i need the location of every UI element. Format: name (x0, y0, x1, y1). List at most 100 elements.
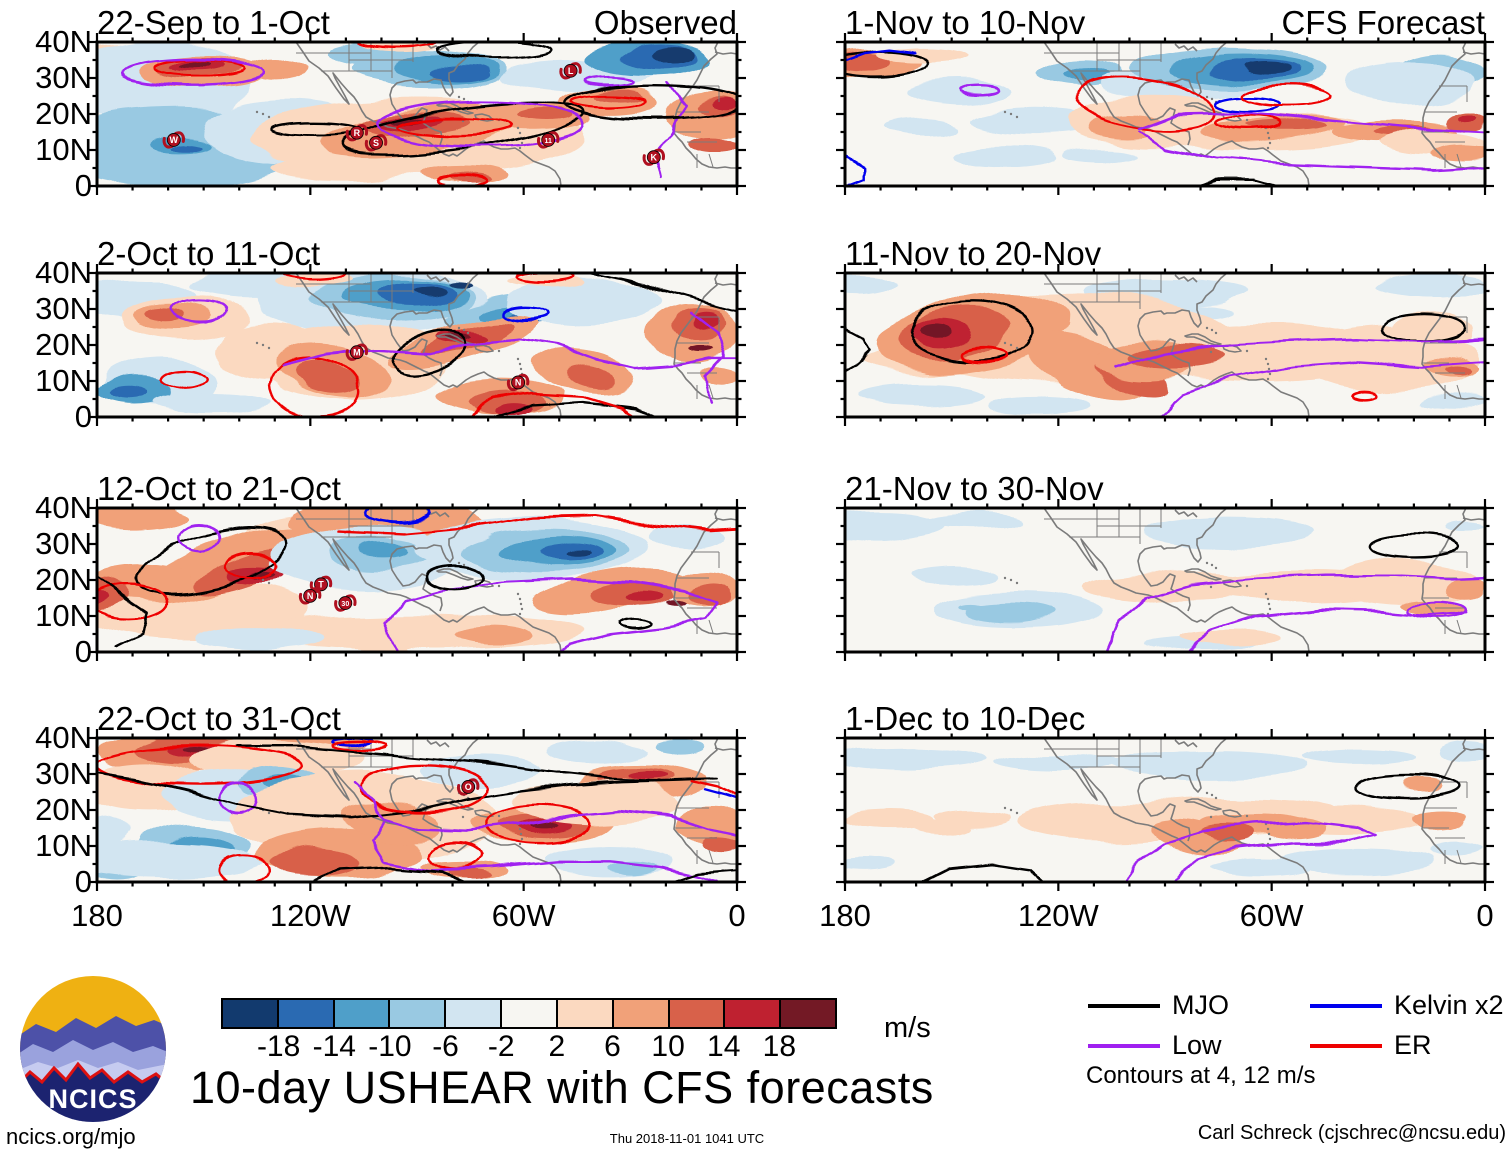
map-panel-1-dec-to-10-dec: 1-Dec to 10-Dec (836, 700, 1494, 891)
svg-text:T: T (318, 580, 324, 590)
y-axis-label: 20N (35, 792, 92, 827)
svg-text:M: M (353, 347, 361, 357)
storm-marker-N: N (506, 373, 530, 392)
colorbar-tick-label: 2 (548, 1030, 566, 1063)
contour-layer (845, 47, 1485, 186)
x-axis-label: 120W (269, 898, 351, 933)
storm-marker-M: M (345, 343, 369, 361)
y-axis-label: 30N (35, 291, 92, 326)
map-plot (836, 499, 1494, 661)
colorbar-cell (557, 1000, 614, 1027)
y-axis-label: 0 (74, 634, 92, 669)
panel-title: 12-Oct to 21-Oct (97, 470, 341, 507)
colorbar-tick-label: 10 (651, 1030, 685, 1063)
map-panel-1-nov-to-10-nov: 1-Nov to 10-Nov CFS Forecast (836, 4, 1494, 195)
shading-layer (845, 739, 1485, 877)
coastline-layer (255, 508, 737, 652)
colorbar-tick-label: 14 (707, 1030, 741, 1063)
x-axis-label: 60W (1239, 898, 1304, 933)
storm-marker-W: W (162, 131, 186, 149)
footer-credit: Carl Schreck (cjschrec@ncsu.edu) (1197, 1122, 1506, 1144)
colorbar-cell (781, 1000, 835, 1027)
y-axis-label: 40N (35, 255, 92, 290)
tick-marks (836, 264, 1494, 426)
tick-marks (88, 499, 746, 661)
y-axis-label: 40N (35, 490, 92, 525)
contour-layer (97, 738, 737, 882)
colorbar-tick-label: 6 (604, 1030, 621, 1063)
legend-line-red (1310, 1044, 1382, 1048)
tick-marks (836, 33, 1494, 195)
svg-text:R: R (354, 128, 361, 138)
storm-marker-O: O (456, 778, 480, 796)
logo-red-crest (20, 1061, 166, 1086)
y-axis-label: 40N (35, 720, 92, 755)
svg-text:K: K (651, 152, 658, 162)
contour-layer (121, 42, 737, 186)
tick-marks (836, 499, 1494, 661)
colorbar-cell (223, 1000, 279, 1027)
map-panel-22-oct-to-31-oct: 22-Oct to 31-Oct O (88, 700, 746, 891)
panel-title: 22-Sep to 1-Oct (97, 4, 330, 41)
ncics-logo-graphic: NCICS (20, 976, 166, 1122)
y-axis-label: 20N (35, 327, 92, 362)
tick-marks (88, 729, 746, 891)
tick-marks (88, 33, 746, 195)
y-axis-label: 0 (74, 864, 92, 899)
panel-title: 21-Nov to 30-Nov (845, 470, 1104, 507)
colorbar-cell (613, 1000, 670, 1027)
map-plot: O (88, 729, 746, 891)
figure-title: 10-day USHEAR with CFS forecasts (190, 1062, 934, 1113)
map-panel-12-oct-to-21-oct: 12-Oct to 21-Oct T N 30 (88, 470, 746, 661)
legend-label-red: ER (1394, 1030, 1432, 1060)
colorbar-tick-label: -6 (432, 1030, 459, 1063)
svg-text:W: W (170, 135, 179, 145)
colorbar-cell (725, 1000, 782, 1027)
y-axis-label: 30N (35, 756, 92, 791)
storm-marker-K: K (642, 148, 666, 166)
contour-layer (920, 772, 1461, 882)
svg-text:S: S (373, 138, 379, 148)
colorbar-cell (446, 1000, 503, 1027)
storm-marker-11: 11 (536, 131, 560, 149)
svg-text:N: N (515, 378, 522, 388)
map-plot (836, 729, 1494, 891)
svg-text:O: O (465, 782, 472, 792)
x-axis-label: 0 (728, 898, 746, 933)
logo-text: NCICS (48, 1084, 137, 1114)
tick-marks (836, 729, 1494, 891)
colorbar-tick-label: -18 (256, 1030, 301, 1063)
colorbar-cell (390, 1000, 447, 1027)
map-panel-22-sep-to-1-oct: 22-Sep to 1-Oct Observed W R S L 11 K (88, 4, 746, 195)
contour-layer (845, 299, 1485, 417)
svg-text:11: 11 (544, 138, 552, 145)
footer-url: ncics.org/mjo (6, 1124, 136, 1149)
map-plot (836, 33, 1494, 195)
legend-label-black: MJO (1172, 990, 1229, 1020)
svg-text:30: 30 (341, 601, 349, 608)
colorbar-cell (334, 1000, 391, 1027)
y-axis-label: 0 (74, 399, 92, 434)
storm-marker-N: N (298, 587, 322, 605)
y-axis-label: 30N (35, 526, 92, 561)
map-plot: TN 30 (88, 499, 746, 661)
panel-title: 1-Dec to 10-Dec (845, 700, 1086, 737)
x-axis-label: 0 (1476, 898, 1494, 933)
legend-label-blue: Kelvin x2 (1394, 990, 1504, 1020)
legend-label-purple: Low (1172, 1030, 1222, 1060)
y-axis-label: 10N (35, 132, 92, 167)
panel-column-label: CFS Forecast (1281, 4, 1485, 41)
storm-marker-R: R (345, 124, 369, 142)
storm-marker-30: 30 (334, 594, 357, 612)
coastline-layer (255, 273, 737, 417)
legend-line-purple (1088, 1044, 1160, 1048)
panel-title: 2-Oct to 11-Oct (97, 235, 321, 272)
panel-column-label: Observed (593, 4, 737, 41)
panel-title: 1-Nov to 10-Nov (845, 4, 1086, 41)
map-plot: W R S L 11 K (88, 33, 746, 195)
y-axis-label: 30N (35, 60, 92, 95)
colorbar-tick-label: -14 (312, 1030, 356, 1063)
x-axis-label: 180 (819, 898, 871, 933)
colorbar-cell (669, 1000, 726, 1027)
